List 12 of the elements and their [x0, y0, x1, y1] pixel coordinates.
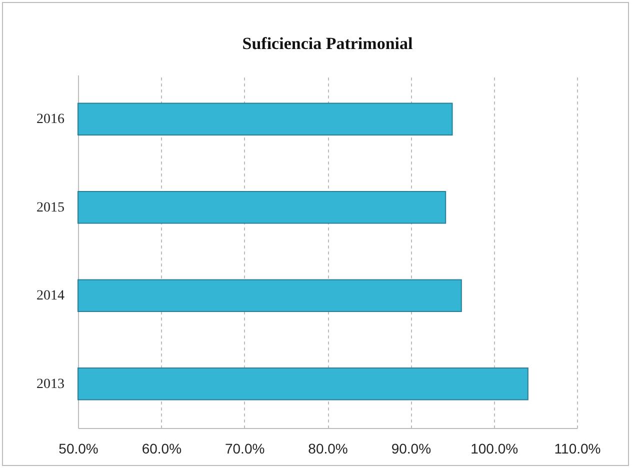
x-tick-label: 100.0% — [470, 440, 518, 456]
chart-title: Suficiencia Patrimonial — [242, 34, 413, 53]
x-tick-label: 80.0% — [308, 440, 348, 456]
y-tick-label: 2014 — [36, 288, 64, 304]
x-tick-label: 50.0% — [58, 440, 98, 456]
y-tick-label: 2013 — [36, 376, 64, 392]
y-tick-label: 2015 — [36, 200, 64, 216]
x-tick-label: 90.0% — [391, 440, 432, 456]
x-tick-label: 110.0% — [554, 440, 601, 456]
x-tick-label: 70.0% — [224, 440, 265, 456]
y-tick-label: 2016 — [36, 112, 64, 128]
x-tick-label: 60.0% — [142, 440, 182, 456]
